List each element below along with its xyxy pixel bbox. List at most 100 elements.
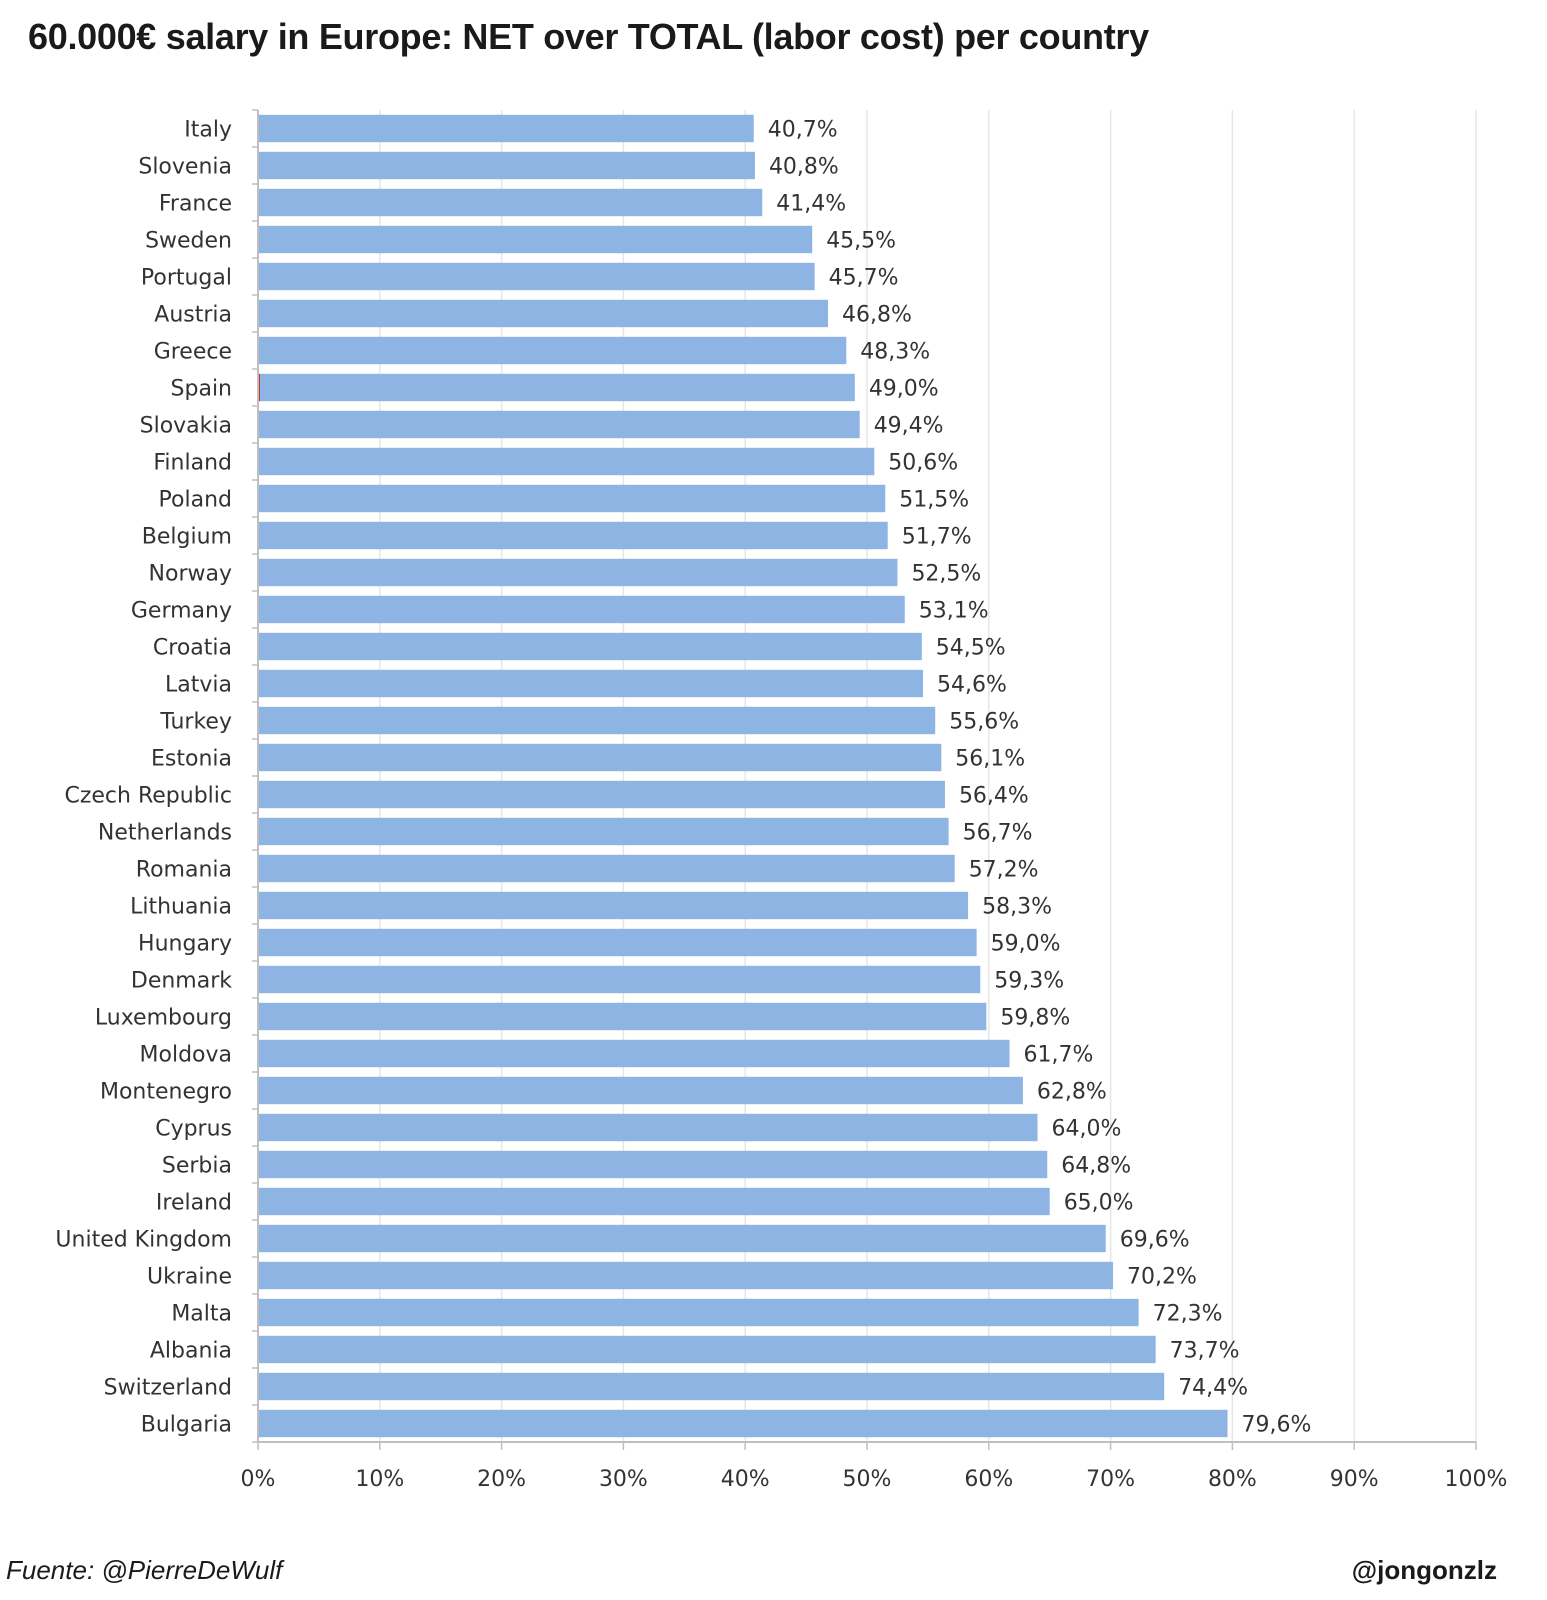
category-label: Spain [171,377,232,402]
value-label: 51,7% [902,525,972,550]
bar-spain [258,373,855,402]
bar-ukraine [258,1261,1114,1290]
x-tick-label: 50% [843,1467,892,1492]
value-label: 54,6% [937,673,1007,698]
value-label: 41,4% [776,192,846,217]
bar-denmark [258,965,981,994]
value-label: 49,0% [869,377,939,402]
value-label: 61,7% [1024,1043,1094,1068]
axes [252,109,1477,1450]
x-tick-label: 80% [1208,1467,1257,1492]
bar-lithuania [258,891,969,920]
value-label: 62,8% [1037,1080,1107,1105]
value-label: 64,0% [1052,1117,1122,1142]
author-credit: @jongonzlz [1351,1555,1497,1585]
bar-finland [258,447,875,476]
bar-united-kingdom [258,1224,1106,1253]
category-label: Ireland [156,1191,232,1216]
bar-czech-republic [258,780,945,809]
bar-serbia [258,1150,1048,1179]
bar-croatia [258,632,922,661]
category-label: Romania [136,858,232,883]
value-label: 74,4% [1178,1376,1248,1401]
value-label: 59,3% [994,969,1064,994]
category-label: Poland [159,488,232,513]
value-label: 40,8% [769,155,839,180]
bar-malta [258,1298,1139,1327]
value-label: 53,1% [919,599,989,624]
bar-bulgaria [258,1409,1228,1438]
category-label: Slovakia [140,414,232,439]
source-credit: Fuente: @PierreDeWulf [6,1555,283,1585]
value-label: 69,6% [1120,1228,1190,1253]
bar-luxembourg [258,1002,987,1031]
value-label: 65,0% [1064,1191,1134,1216]
value-label: 51,5% [899,488,969,513]
x-tick-label: 10% [355,1467,404,1492]
value-label: 48,3% [860,340,930,365]
value-label: 73,7% [1170,1339,1240,1364]
category-label: United Kingdom [55,1228,232,1253]
value-label: 59,8% [1000,1006,1070,1031]
value-label: 46,8% [842,303,912,328]
bar-slovakia [258,410,860,439]
bar-estonia [258,743,942,772]
chart-title: 60.000€ salary in Europe: NET over TOTAL… [28,16,1149,57]
bar-netherlands [258,817,949,846]
category-label: Slovenia [138,155,232,180]
category-label: Moldova [140,1043,232,1068]
category-label: Malta [171,1302,232,1327]
bar-sweden [258,225,813,254]
category-label: Denmark [131,969,232,994]
category-label: Italy [184,118,232,143]
value-label: 50,6% [888,451,958,476]
value-label: 45,5% [826,229,896,254]
labels: Italy 40,7% Slovenia 40,8% France 41,4% Sweden… [55,118,1507,1493]
value-label: 59,0% [991,932,1061,957]
value-label: 58,3% [982,895,1052,920]
x-tick-label: 100% [1445,1467,1508,1492]
category-label: Bulgaria [141,1413,232,1438]
category-label: Turkey [159,710,232,735]
category-label: Belgium [142,525,232,550]
category-label: Estonia [151,747,232,772]
value-label: 56,7% [963,821,1033,846]
bar-romania [258,854,955,883]
bar-poland [258,484,886,513]
bar-moldova [258,1039,1010,1068]
bar-france [258,188,763,217]
bar-turkey [258,706,936,735]
bar-italy [258,114,754,143]
bar-switzerland [258,1372,1165,1401]
bars [258,114,1228,1438]
category-label: Austria [154,303,232,328]
value-label: 56,4% [959,784,1029,809]
bar-slovenia [258,151,755,180]
x-tick-label: 40% [721,1467,770,1492]
bar-greece [258,336,847,365]
value-label: 54,5% [936,636,1006,661]
category-label: Luxembourg [95,1006,232,1031]
value-label: 64,8% [1061,1154,1131,1179]
x-tick-label: 20% [477,1467,526,1492]
value-label: 49,4% [874,414,944,439]
category-label: Latvia [165,673,232,698]
value-label: 40,7% [768,118,838,143]
value-label: 45,7% [829,266,899,291]
bar-hungary [258,928,977,957]
category-label: Croatia [153,636,232,661]
value-label: 57,2% [969,858,1039,883]
x-tick-label: 90% [1330,1467,1379,1492]
bar-cyprus [258,1113,1038,1142]
value-label: 72,3% [1153,1302,1223,1327]
value-label: 70,2% [1127,1265,1197,1290]
category-label: France [159,192,232,217]
category-label: Sweden [145,229,232,254]
bar-norway [258,558,898,587]
value-label: 79,6% [1242,1413,1312,1438]
bar-montenegro [258,1076,1023,1105]
category-label: Switzerland [104,1376,232,1401]
category-label: Finland [153,451,232,476]
category-label: Ukraine [147,1265,232,1290]
